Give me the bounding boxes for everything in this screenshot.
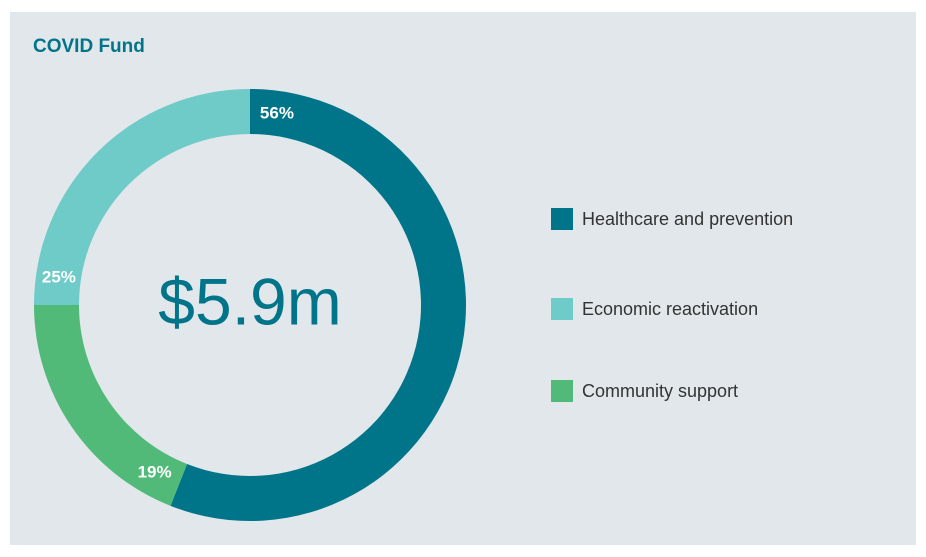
legend-swatch: [551, 380, 573, 402]
value-label: 25%: [42, 268, 76, 287]
legend-label: Healthcare and prevention: [582, 209, 793, 229]
donut-segment: [34, 305, 188, 506]
donut-segment: [34, 89, 250, 305]
legend-swatch: [551, 208, 573, 230]
value-label: 56%: [260, 103, 294, 122]
legend-label: Economic reactivation: [582, 299, 758, 319]
center-label: $5.9m: [158, 264, 341, 338]
value-label: 19%: [138, 462, 172, 481]
chart-title: COVID Fund: [33, 36, 145, 57]
legend-label: Community support: [582, 381, 738, 401]
legend-swatch: [551, 298, 573, 320]
donut-segment: [170, 89, 466, 521]
